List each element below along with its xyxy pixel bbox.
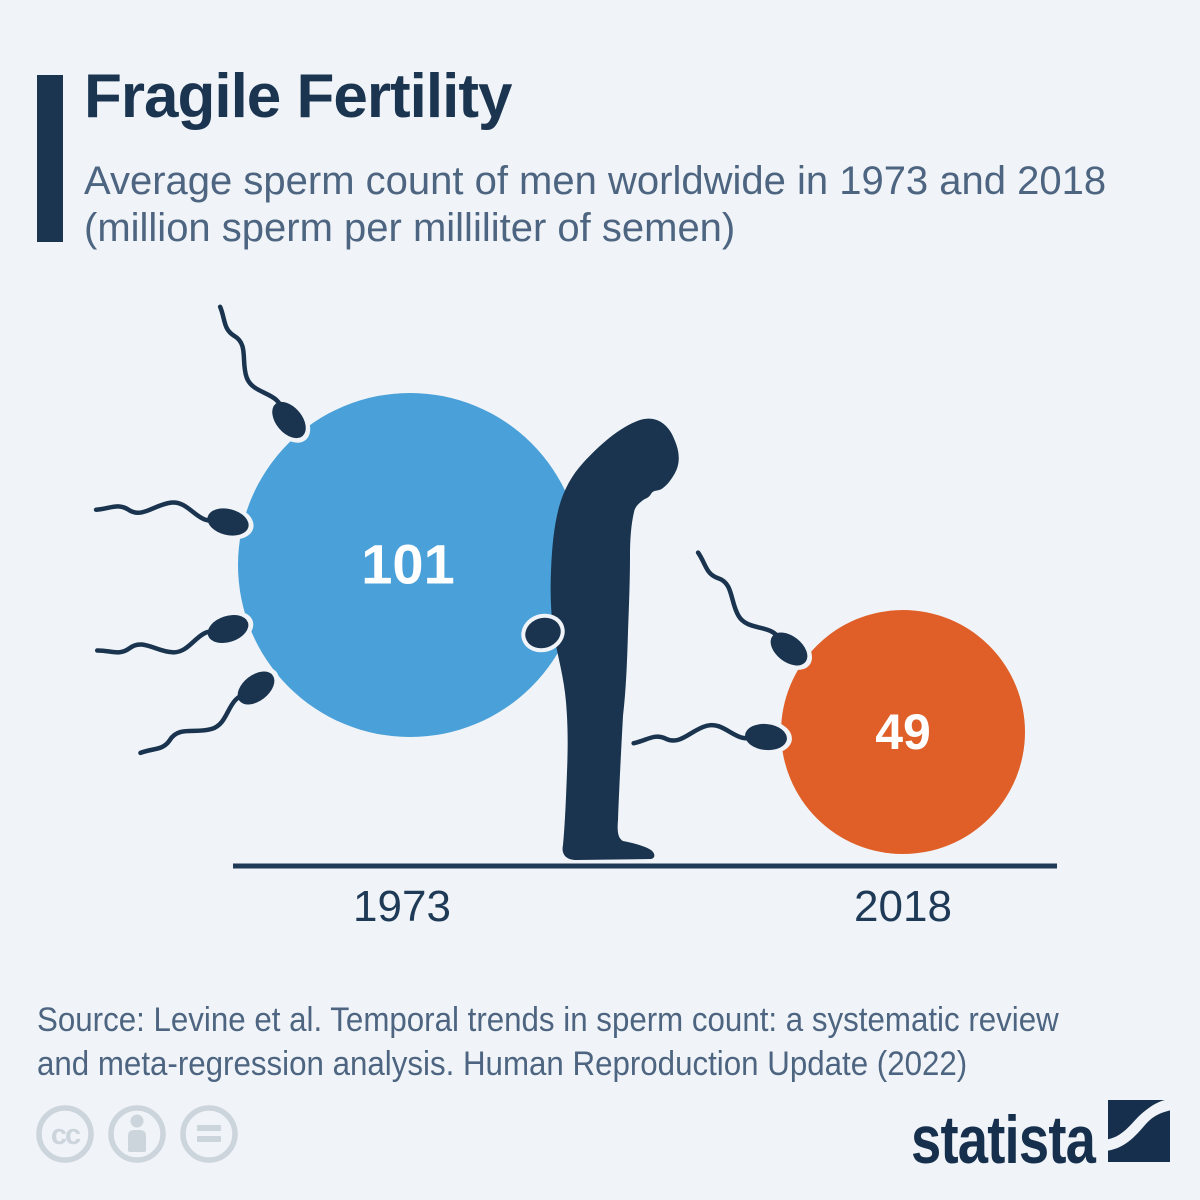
man-hand <box>525 617 561 649</box>
axis-label-1973: 1973 <box>353 882 451 931</box>
statista-logo: statista <box>865 1096 1170 1174</box>
bubble-1973 <box>238 393 582 737</box>
statista-wordmark: statista <box>910 1102 1096 1178</box>
subtitle-line-1: Average sperm count of men worldwide in … <box>84 159 1107 203</box>
sperm-icon <box>675 553 821 679</box>
sperm-icon <box>140 656 286 782</box>
statista-logo-mark <box>1108 1100 1170 1162</box>
cc-icon: cc <box>36 1105 94 1163</box>
title-accent-bar <box>37 75 63 242</box>
sperm-icon <box>96 474 257 548</box>
axis-label-2018: 2018 <box>854 882 952 931</box>
license-icons: cc <box>36 1105 238 1163</box>
source-line-1: Source: Levine et al. Temporal trends in… <box>37 1001 1059 1039</box>
attribution-icon <box>108 1105 166 1163</box>
subtitle-line-2: (million sperm per milliliter of semen) <box>84 206 736 250</box>
value-label-2018: 49 <box>875 704 931 760</box>
chart-subtitle: Average sperm count of men worldwide in … <box>84 158 1106 252</box>
sperm-icon <box>192 307 321 451</box>
sperm-icon <box>634 706 794 759</box>
source-line-2: and meta-regression analysis. Human Repr… <box>37 1045 968 1083</box>
source-note: Source: Levine et al. Temporal trends in… <box>37 998 1059 1086</box>
man-silhouette <box>550 418 679 860</box>
page-title: Fragile Fertility <box>84 62 512 131</box>
sperm-icon <box>97 602 258 686</box>
svg-text:cc: cc <box>51 1119 81 1151</box>
bubble-2018 <box>781 610 1025 854</box>
equals-icon <box>180 1105 238 1163</box>
value-label-1973: 101 <box>361 532 455 596</box>
